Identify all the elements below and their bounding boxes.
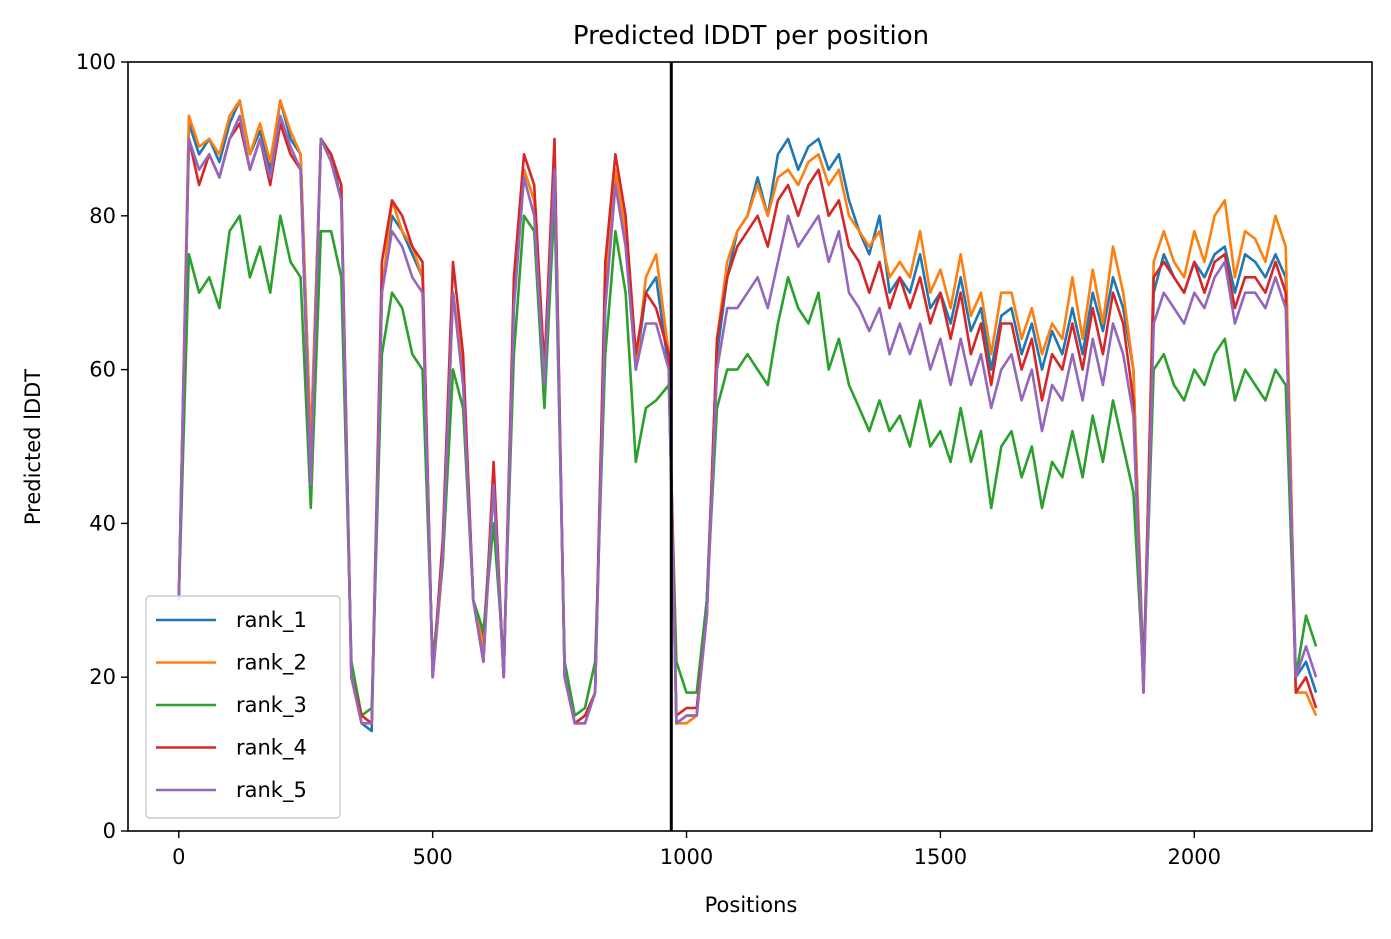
x-tick-label: 1500 (914, 845, 967, 869)
x-axis-label: Positions (705, 893, 798, 917)
x-tick-label: 500 (413, 845, 453, 869)
series-line-rank_5 (177, 114, 1318, 725)
legend-label-rank_3: rank_3 (236, 693, 307, 718)
x-tick-label: 2000 (1168, 845, 1221, 869)
plot-frame (127, 61, 1373, 832)
y-tick-label: 100 (76, 50, 116, 74)
series-line-rank_4 (177, 122, 1318, 725)
y-tick-label: 20 (89, 665, 116, 689)
legend-label-rank_1: rank_1 (236, 608, 307, 633)
x-tick-label: 0 (172, 845, 185, 869)
chart-title: Predicted lDDT per position (573, 21, 929, 51)
series-line-rank_3 (177, 199, 1318, 717)
y-axis-label: Predicted lDDT (21, 369, 45, 525)
y-tick-label: 0 (103, 819, 116, 843)
legend-label-rank_5: rank_5 (236, 778, 307, 803)
legend-label-rank_2: rank_2 (236, 651, 307, 676)
x-axis: 0 500 1000 1500 2000 (172, 831, 1221, 869)
y-tick-label: 60 (89, 358, 116, 382)
y-axis: 0 20 40 60 80 100 (76, 50, 128, 843)
legend: rank_1 rank_2 rank_3 rank_4 rank_5 (145, 595, 341, 819)
plot-area (177, 62, 1318, 831)
legend-box (145, 595, 341, 819)
y-tick-label: 80 (89, 204, 116, 228)
x-tick-label: 1000 (660, 845, 713, 869)
legend-label-rank_4: rank_4 (236, 736, 307, 761)
y-tick-label: 40 (89, 511, 116, 535)
